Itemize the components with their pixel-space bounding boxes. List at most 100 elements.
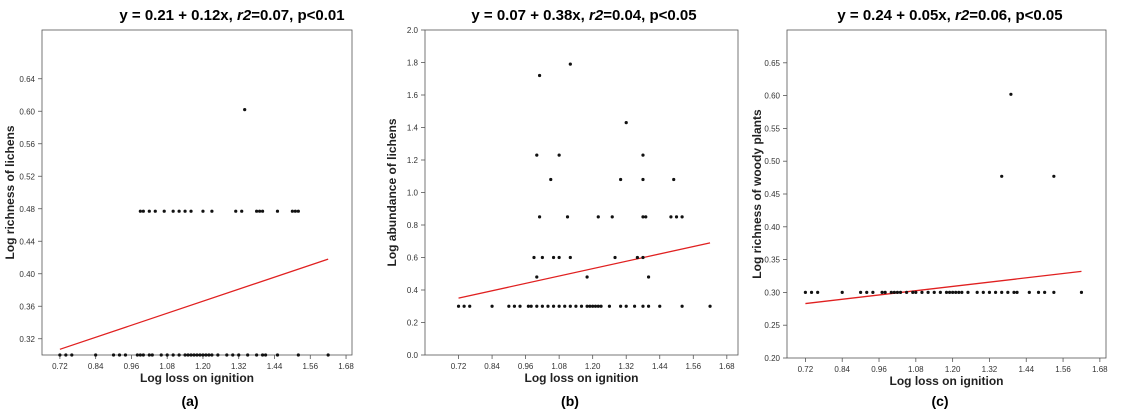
x-tick-label: 0.96	[518, 362, 534, 371]
chart-title: y = 0.07 + 0.38x, r2=0.04, p<0.05	[471, 7, 696, 24]
data-point	[557, 153, 561, 157]
data-point	[944, 290, 949, 294]
data-point	[551, 304, 556, 308]
data-point	[123, 353, 128, 357]
data-point	[1052, 174, 1056, 178]
data-point	[207, 353, 211, 357]
data-point	[94, 353, 98, 357]
x-tick-label: 0.84	[88, 362, 104, 371]
data-point	[596, 215, 600, 219]
data-point	[225, 353, 229, 357]
data-point	[1000, 174, 1004, 178]
data-point	[1000, 290, 1004, 294]
data-point	[216, 353, 220, 357]
data-point	[672, 177, 676, 182]
data-point	[234, 209, 238, 213]
data-point	[568, 62, 572, 66]
data-point	[138, 209, 142, 213]
regression-line	[805, 270, 1082, 305]
data-point	[803, 290, 808, 294]
title-part: y = 0.07 + 0.38x,	[471, 7, 589, 24]
data-point	[568, 255, 572, 260]
y-tick-label: 0.40	[19, 270, 35, 279]
x-axis-label: Log loss on ignition	[140, 371, 254, 385]
data-point	[865, 290, 869, 294]
title-part: =0.06, p<0.05	[969, 7, 1062, 24]
data-point	[591, 304, 595, 308]
data-point	[246, 353, 250, 357]
data-point	[240, 209, 244, 213]
data-point	[892, 290, 896, 294]
data-point	[669, 215, 673, 219]
data-point	[512, 304, 517, 308]
panel-label: (b)	[561, 393, 579, 409]
x-axis-label: Log loss on ignition	[890, 374, 1004, 388]
data-point	[641, 255, 645, 260]
data-point	[607, 304, 612, 308]
y-tick-label: 0.2	[407, 319, 419, 328]
data-point	[920, 290, 924, 294]
data-point	[462, 304, 466, 308]
data-point	[951, 290, 955, 294]
data-point	[58, 353, 62, 357]
data-point	[529, 304, 533, 308]
x-tick-label: 1.32	[618, 362, 634, 371]
title-part: =0.07, p<0.01	[251, 7, 344, 24]
y-tick-label: 0.44	[19, 237, 35, 246]
data-point	[70, 353, 74, 357]
data-point	[646, 304, 651, 308]
x-tick-label: 1.68	[1092, 365, 1108, 374]
panel-2: y = 0.07 + 0.38x, r2=0.04, p<0.05 0.72 0.8…	[385, 7, 739, 409]
data-point	[926, 290, 930, 294]
y-tick-label: 0.56	[19, 140, 35, 149]
y-tick-label: 0.60	[764, 92, 780, 101]
x-tick-label: 1.68	[338, 362, 354, 371]
data-point	[210, 353, 214, 357]
data-point	[540, 304, 544, 308]
data-point	[674, 215, 679, 219]
regression-line	[458, 242, 711, 299]
chart-title: y = 0.21 + 0.12x, r2=0.07, p<0.01	[119, 7, 344, 24]
data-point	[624, 121, 628, 125]
data-point	[186, 353, 190, 357]
data-point	[141, 209, 145, 213]
data-point	[147, 353, 151, 357]
data-point	[537, 215, 542, 219]
data-point	[646, 275, 651, 279]
y-tick-label: 0.52	[19, 172, 35, 181]
data-point	[557, 255, 561, 260]
y-tick-label: 0.25	[764, 321, 780, 330]
data-point	[189, 353, 193, 357]
x-tick-label: 1.08	[908, 365, 924, 374]
x-tick-label: 1.20	[585, 362, 601, 371]
x-tick-label: 1.08	[551, 362, 567, 371]
data-point	[911, 290, 915, 294]
panel-3: y = 0.24 + 0.05x, r2=0.06, p<0.05 0.72 0.8…	[750, 7, 1108, 409]
data-point	[960, 290, 964, 294]
data-point	[147, 209, 151, 213]
panel-label: (c)	[931, 393, 948, 409]
y-axis-label: Log richness of lichens	[3, 125, 17, 259]
data-point	[658, 304, 662, 308]
data-point	[680, 215, 684, 219]
y-tick-label: 1.8	[407, 59, 419, 68]
data-point	[162, 209, 166, 213]
y-tick-label: 2.0	[407, 26, 419, 35]
data-point	[905, 290, 909, 294]
data-point	[557, 304, 561, 308]
data-point	[563, 304, 567, 308]
y-tick-label: 0.32	[19, 335, 35, 344]
x-tick-label: 0.84	[834, 365, 850, 374]
data-point	[456, 304, 461, 308]
data-point	[914, 290, 918, 294]
data-point	[231, 353, 235, 357]
y-tick-label: 0.30	[764, 288, 780, 297]
y-tick-label: 0.20	[764, 354, 780, 363]
data-point	[938, 290, 942, 294]
data-point	[532, 255, 536, 260]
data-point	[635, 255, 639, 260]
data-point	[111, 353, 116, 357]
data-point	[237, 353, 241, 357]
data-point	[526, 304, 531, 308]
